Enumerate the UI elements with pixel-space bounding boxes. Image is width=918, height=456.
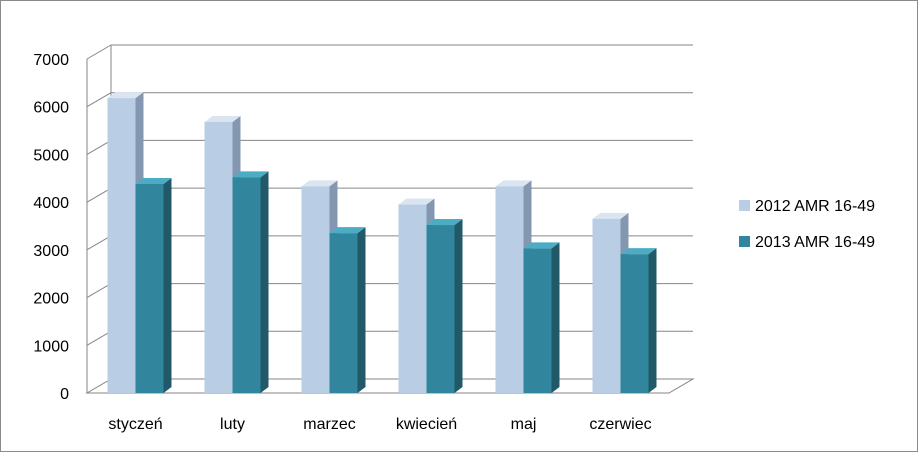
bar-side <box>648 248 657 393</box>
bar-top <box>426 219 463 226</box>
bar-front <box>398 204 427 393</box>
bar-front <box>301 186 330 393</box>
bar-top <box>620 248 657 255</box>
bar-side <box>357 227 366 393</box>
bar-front <box>523 248 552 393</box>
bar-front <box>204 121 233 394</box>
chart-floor <box>85 378 695 394</box>
gridline-diagonal <box>86 139 112 155</box>
gridline-diagonal <box>86 330 112 346</box>
bar-top <box>495 180 532 187</box>
y-tick-label: 1000 <box>33 338 69 355</box>
bar-side <box>163 178 172 393</box>
bar-series2-4 <box>523 242 560 393</box>
y-tick-label: 4000 <box>33 195 69 212</box>
bar-top <box>107 92 144 99</box>
bar-front <box>592 218 621 393</box>
bar-side <box>551 242 560 393</box>
bar-top <box>204 115 241 122</box>
gridline-diagonal <box>86 92 112 108</box>
bar-top <box>232 171 269 178</box>
bar-series2-1 <box>232 171 269 393</box>
bar-side <box>260 171 269 393</box>
y-tick-label: 0 <box>60 386 69 403</box>
bar-top <box>523 242 560 249</box>
bar-front <box>329 233 358 393</box>
x-tick-label: styczeń <box>108 416 162 433</box>
bar-front <box>620 254 649 393</box>
legend-label: 2012 AMR 16-49 <box>755 198 875 215</box>
x-tick-label: kwiecień <box>396 416 457 433</box>
bar-front <box>426 225 455 393</box>
bar-series1-4 <box>495 180 532 393</box>
y-tick-label: 6000 <box>33 100 69 117</box>
bar-series2-2 <box>329 227 366 393</box>
y-tick-label: 7000 <box>33 52 69 69</box>
bar-front <box>107 98 136 393</box>
bar-front <box>495 186 524 393</box>
bar-front <box>232 177 261 393</box>
bar-top <box>398 198 435 205</box>
bar-series2-3 <box>426 219 463 393</box>
x-tick-label: luty <box>220 416 245 433</box>
y-tick-label: 5000 <box>33 147 69 164</box>
bar-top <box>329 227 366 234</box>
gridline-diagonal <box>86 187 112 203</box>
x-tick-label: czerwiec <box>589 416 651 433</box>
legend-label: 2013 AMR 16-49 <box>755 234 875 251</box>
gridline-diagonal <box>86 235 112 251</box>
bar-top <box>301 180 338 187</box>
y-tick-label: 3000 <box>33 243 69 260</box>
bar-front <box>135 184 164 393</box>
bar-series2-0 <box>135 178 172 393</box>
bar-side <box>454 219 463 393</box>
bar-series2-5 <box>620 248 657 393</box>
gridline-diagonal <box>86 44 112 60</box>
legend-swatch <box>739 236 750 247</box>
bar-top <box>135 178 172 185</box>
x-tick-label: marzec <box>303 416 355 433</box>
gridline-diagonal <box>86 283 112 299</box>
legend-swatch <box>739 200 750 211</box>
bar-top <box>592 212 629 219</box>
x-tick-label: maj <box>511 416 537 433</box>
y-tick-label: 2000 <box>33 291 69 308</box>
